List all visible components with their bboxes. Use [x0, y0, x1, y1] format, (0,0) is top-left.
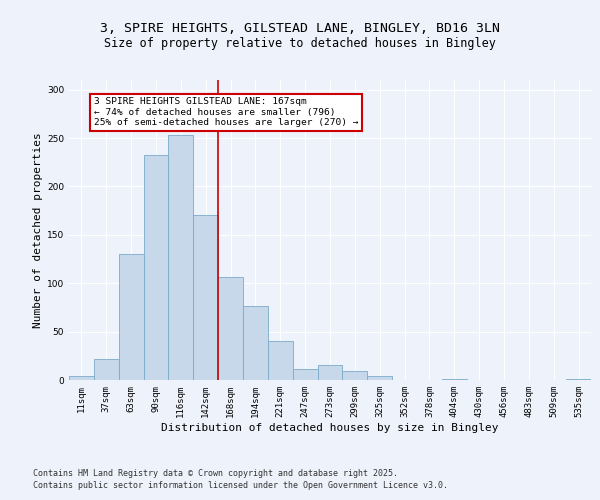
- Text: Size of property relative to detached houses in Bingley: Size of property relative to detached ho…: [104, 38, 496, 51]
- Bar: [218, 278, 243, 380]
- Bar: [169, 135, 193, 380]
- Bar: [268, 342, 293, 380]
- Bar: [119, 254, 143, 380]
- Bar: [566, 379, 591, 380]
- Bar: [442, 379, 467, 380]
- Text: Contains HM Land Registry data © Crown copyright and database right 2025.: Contains HM Land Registry data © Crown c…: [33, 470, 398, 478]
- Bar: [293, 370, 317, 380]
- Bar: [94, 358, 119, 380]
- Y-axis label: Number of detached properties: Number of detached properties: [33, 132, 43, 328]
- Bar: [343, 372, 367, 380]
- X-axis label: Distribution of detached houses by size in Bingley: Distribution of detached houses by size …: [161, 422, 499, 432]
- Bar: [193, 216, 218, 380]
- Text: 3 SPIRE HEIGHTS GILSTEAD LANE: 167sqm
← 74% of detached houses are smaller (796): 3 SPIRE HEIGHTS GILSTEAD LANE: 167sqm ← …: [94, 98, 358, 127]
- Bar: [367, 376, 392, 380]
- Bar: [243, 306, 268, 380]
- Bar: [69, 376, 94, 380]
- Bar: [143, 156, 169, 380]
- Bar: [317, 364, 343, 380]
- Text: 3, SPIRE HEIGHTS, GILSTEAD LANE, BINGLEY, BD16 3LN: 3, SPIRE HEIGHTS, GILSTEAD LANE, BINGLEY…: [100, 22, 500, 36]
- Text: Contains public sector information licensed under the Open Government Licence v3: Contains public sector information licen…: [33, 482, 448, 490]
